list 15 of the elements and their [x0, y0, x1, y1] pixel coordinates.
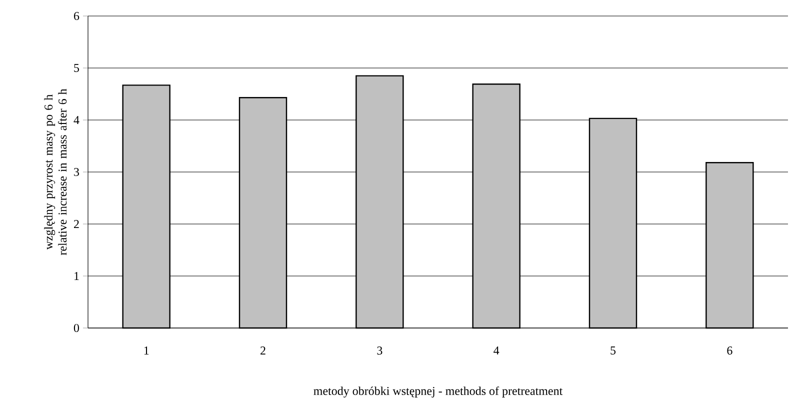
y-tick-label: 5: [74, 64, 80, 72]
x-tick-label: 6: [727, 346, 732, 355]
y-tick-label: 2: [74, 220, 79, 228]
y-tick-label: 0: [74, 324, 80, 332]
y-axis-title: względny przyrost masy po 6 h relative increase in mass after 6 h: [44, 88, 67, 256]
x-tick-label: 3: [377, 346, 382, 355]
y-tick-label: 3: [74, 168, 80, 176]
y-tick-label: 6: [74, 12, 80, 20]
x-tick-label: 4: [494, 346, 500, 354]
x-tick-label: 5: [610, 346, 616, 354]
y-tick-label: 4: [74, 116, 80, 124]
x-axis-title: metody obróbki wstępnej - methods of pretreatment: [314, 386, 563, 398]
x-tick-label: 1: [144, 346, 149, 354]
y-tick-label: 1: [74, 272, 79, 280]
x-tick-label: 2: [260, 346, 266, 354]
